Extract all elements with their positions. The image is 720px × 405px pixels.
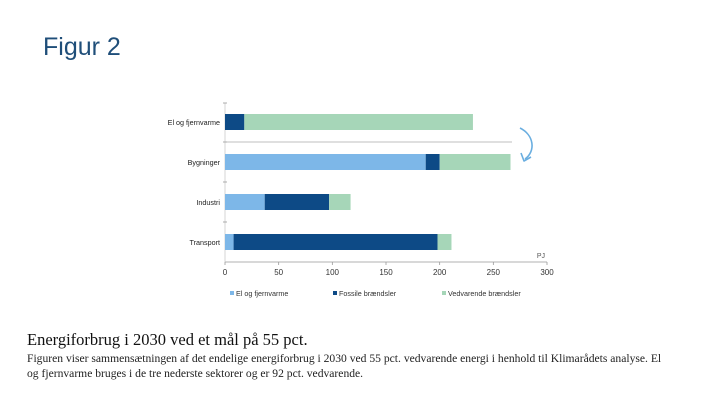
x-tick-label: 150 (379, 268, 393, 277)
curved-arrow-icon (519, 127, 533, 160)
category-label: Bygninger (188, 158, 221, 167)
bar-segment (244, 114, 473, 130)
bar-segment (329, 194, 351, 210)
caption-title: Energiforbrug i 2030 ved et mål på 55 pc… (27, 330, 308, 349)
x-tick-label: 50 (274, 268, 283, 277)
legend-swatch (230, 291, 234, 295)
category-label: Transport (190, 238, 221, 247)
chart-legend: El og fjernvarme Fossile brændsler Vedvare… (230, 289, 521, 298)
x-tick-label: 0 (223, 268, 228, 277)
unit-label: PJ (537, 253, 545, 260)
bar-segment (437, 234, 452, 250)
bar-segment (225, 194, 265, 210)
legend-swatch (442, 291, 446, 295)
arrow-head-icon (520, 152, 532, 162)
x-tick-label: 200 (433, 268, 447, 277)
legend-swatch (333, 291, 337, 295)
bar-segment (264, 194, 330, 210)
bar-segment (225, 114, 245, 130)
bar-segment (439, 154, 511, 170)
legend-label: El og fjernvarme (236, 289, 288, 298)
x-tick-label: 100 (326, 268, 340, 277)
bar-segment (233, 234, 438, 250)
category-labels: El og fjernvarme Bygninger Industri Transpo… (168, 118, 221, 247)
x-tick-label: 250 (487, 268, 501, 277)
chart-canvas: El og fjernvarme Bygninger Industri Transpo… (168, 102, 554, 298)
caption-body: Figuren viser sammensætningen af det end… (27, 352, 662, 380)
chart-annotation (519, 127, 533, 162)
bar-segment (225, 154, 426, 170)
slide-title: Figur 2 (43, 33, 121, 61)
legend-label: Fossile brændsler (339, 289, 397, 298)
x-tick-label: 300 (540, 268, 554, 277)
chart-bars (225, 114, 511, 250)
stacked-bar-chart: El og fjernvarme Bygninger Industri Transpo… (150, 95, 560, 305)
tick-labels: 0 50 100 150 200 250 300 PJ (223, 253, 554, 277)
category-label: El og fjernvarme (168, 118, 220, 127)
legend-label: Vedvarende brændsler (448, 289, 521, 298)
bar-segment (425, 154, 440, 170)
category-label: Industri (196, 198, 220, 207)
bar-segment (225, 234, 234, 250)
